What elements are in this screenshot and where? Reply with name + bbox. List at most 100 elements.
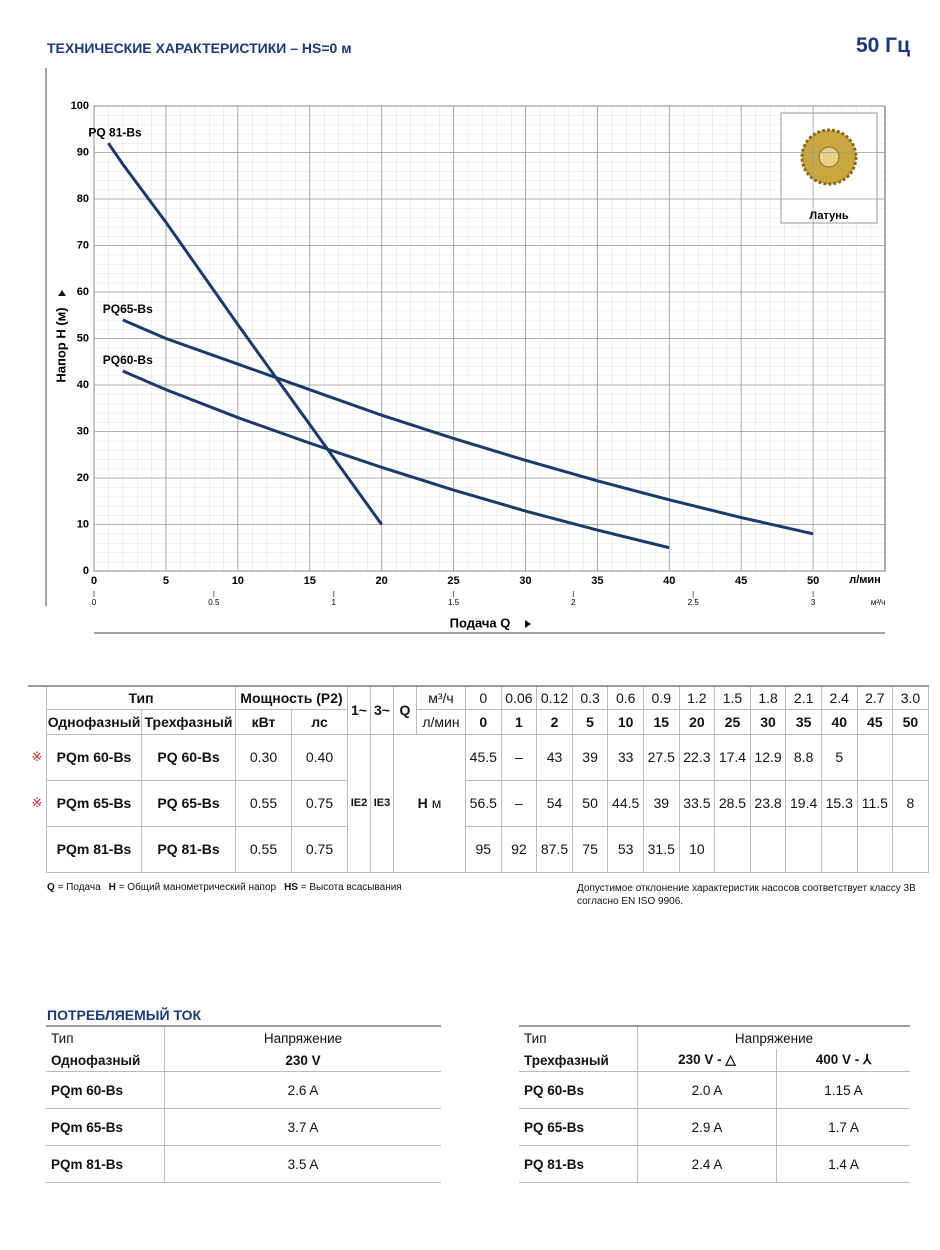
cell: Q = Подача xyxy=(47,882,101,893)
cell: м xyxy=(431,795,442,811)
cell: 5 xyxy=(571,708,609,735)
x-tick-label: 0 xyxy=(91,575,97,587)
cell xyxy=(785,825,822,873)
cell: 2.6 A xyxy=(164,1071,441,1109)
x2-tick-label: 0.5 xyxy=(208,598,220,607)
cell: 27.5 xyxy=(642,733,680,781)
cell: 2.7 xyxy=(856,685,894,710)
x-tick-label: 45 xyxy=(735,575,747,587)
cell: 1.7 A xyxy=(775,1108,910,1146)
x-tick-label: 40 xyxy=(663,575,675,587)
cell: 0.9 xyxy=(642,685,680,710)
cell: 1.2 xyxy=(678,685,716,710)
cell: 10 xyxy=(607,708,644,735)
curve xyxy=(122,369,670,550)
cell xyxy=(892,733,929,781)
cell: 8 xyxy=(892,779,929,827)
cell: 2.4 xyxy=(820,685,858,710)
cell: 31.5 xyxy=(642,825,680,873)
y-tick-label: 40 xyxy=(77,379,89,391)
cell: 1~ xyxy=(347,685,371,735)
cell: 230 V xyxy=(164,1049,441,1072)
cell: л/мин xyxy=(416,708,466,735)
x2-unit: м³/ч xyxy=(871,598,886,607)
cell: Однофазный 230 V xyxy=(46,1049,441,1072)
cell: 2.4 A xyxy=(637,1145,777,1183)
cell xyxy=(714,825,751,873)
cell: = Общий манометрический напор xyxy=(118,882,277,893)
cell: = Подача xyxy=(57,882,101,893)
cell: IE2 xyxy=(347,733,371,873)
cell: PQm 81-Bs PQ 81-Bs 0.55 0.75 95 92 87.5 75 53 31.… xyxy=(28,825,929,873)
y-tick-label: 0 xyxy=(83,565,89,577)
arrow xyxy=(525,620,531,628)
x-tick-label: 15 xyxy=(304,575,316,587)
y-tick-label: 10 xyxy=(77,518,89,530)
cell: PQ 60-Bs xyxy=(519,1071,638,1109)
cell: 45 xyxy=(856,708,894,735)
cell: 0.75 xyxy=(291,825,348,873)
arrow xyxy=(58,290,66,296)
cell: 2 xyxy=(536,708,573,735)
cell xyxy=(820,825,858,873)
cell: Трехфазный 230 V - △ 400 V - ⅄ xyxy=(519,1049,910,1072)
cell: Тип xyxy=(519,1026,638,1049)
inset-label: Латунь xyxy=(809,210,849,222)
y-tick-label: 100 xyxy=(71,100,89,112)
y-tick-label: 70 xyxy=(77,239,89,251)
chart: Латунь Напор H (м) Подача Q л/мин м³/ч 0… xyxy=(45,68,886,634)
cell: H = Общий манометрический напор xyxy=(109,882,276,893)
x-tick-label: 20 xyxy=(376,575,388,587)
x2-tick-label: 1.5 xyxy=(448,598,460,607)
x2-tick-label: 0 xyxy=(92,598,97,607)
y-tick-label: 90 xyxy=(77,146,89,158)
x-tick-label: 30 xyxy=(519,575,531,587)
cell: HS = Высота всасывания xyxy=(284,882,402,893)
cell: PQm 60-Bs 2.6 A xyxy=(46,1071,441,1109)
cell: ※ PQm 65-Bs PQ 65-Bs 0.55 0.75 56.5–54 50 44.5 3… xyxy=(28,779,929,827)
cell: 1.5 xyxy=(714,685,751,710)
cell: 95 xyxy=(465,825,502,873)
section-title: ПОТРЕБЛЯЕМЫЙ ТОК xyxy=(47,1007,202,1023)
curve-label: PQ60-Bs xyxy=(103,353,153,367)
cell: 1.8 xyxy=(749,685,787,710)
x-tick-label: 25 xyxy=(447,575,459,587)
cell xyxy=(28,685,47,734)
cell: 50 xyxy=(892,708,929,735)
current-table: Тип Напряжение Однофазный 230 V PQm 60-Bs 2.6… xyxy=(46,1025,441,1183)
cell xyxy=(892,825,929,873)
cell: 87.5 xyxy=(536,825,573,873)
cell: – xyxy=(500,779,538,827)
cell: 33.5 xyxy=(678,779,716,827)
cell: 1 xyxy=(500,708,538,735)
cell: 56.5 xyxy=(465,779,502,827)
cell: 22.3 xyxy=(678,733,716,781)
cell: 54 xyxy=(536,779,573,827)
cell: лс xyxy=(291,708,348,735)
page-title: ТЕХНИЧЕСКИЕ ХАРАКТЕРИСТИКИ – HS=0 м xyxy=(47,40,352,56)
cell: 5 xyxy=(820,733,858,781)
cell: 0.06 xyxy=(500,685,538,710)
cell: 0.12 xyxy=(536,685,573,710)
cell: 23.8 xyxy=(749,779,787,827)
cell: Q xyxy=(47,882,55,893)
cell: PQ 65-Bs 2.9 A 1.7 A xyxy=(519,1108,910,1146)
x2-tick-label: 3 xyxy=(811,598,816,607)
cell: Тип Напряжение xyxy=(46,1026,441,1049)
cell xyxy=(856,733,894,781)
cell: 0 xyxy=(465,708,502,735)
cell xyxy=(856,825,894,873)
cell: H xyxy=(108,882,116,893)
legend-note: Q = Подача H = Общий манометрический напо… xyxy=(47,882,410,893)
cell: Q xyxy=(393,685,417,735)
x-tick-label: 50 xyxy=(807,575,819,587)
cell: Однофазный xyxy=(46,1049,165,1072)
cell: Тип Напряжение xyxy=(519,1026,910,1049)
cell: Трехфазный xyxy=(519,1049,638,1072)
cell: PQ 81-Bs xyxy=(519,1145,638,1183)
cell: 0.55 xyxy=(235,825,292,873)
cell: 0.30 xyxy=(235,733,292,781)
impeller-icon xyxy=(818,146,840,168)
curve-label: PQ 81-Bs xyxy=(88,125,142,139)
